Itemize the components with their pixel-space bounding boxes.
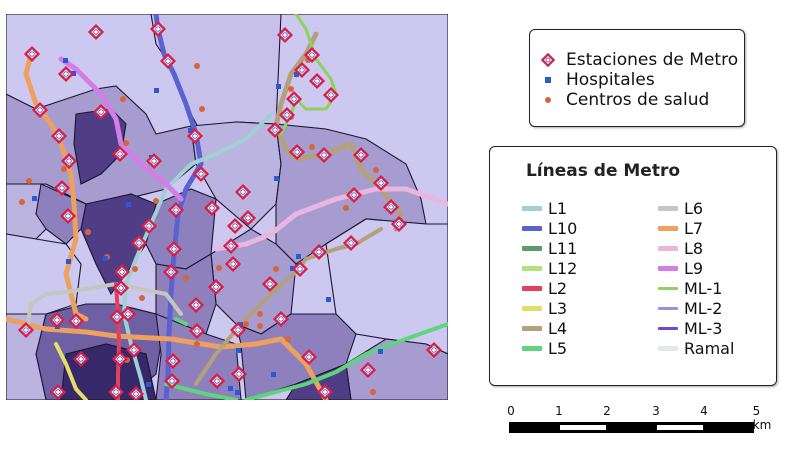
line-l3 bbox=[54, 342, 88, 400]
scale-label-0: 0 bbox=[507, 404, 515, 418]
legend-item-l9: L9 bbox=[658, 258, 703, 278]
line-swatch-icon bbox=[658, 205, 678, 211]
scale-label-3: 3 bbox=[652, 404, 660, 418]
scale-segment bbox=[560, 425, 606, 430]
scale-label-2: 2 bbox=[603, 404, 611, 418]
line-swatch-icon bbox=[658, 326, 678, 330]
legend-title: Líneas de Metro bbox=[525, 161, 681, 181]
line-swatch-icon bbox=[658, 286, 678, 290]
metro-map[interactable] bbox=[6, 14, 448, 400]
legend-label: Hospitales bbox=[566, 70, 655, 90]
points-legend: Estaciones de Metro Hospitales Centros d… bbox=[529, 29, 745, 127]
scale-bar: 0 1 2 3 4 5 km bbox=[507, 404, 772, 438]
legend-label: L11 bbox=[548, 238, 578, 258]
legend-label: L4 bbox=[548, 318, 568, 338]
legend-label: Estaciones de Metro bbox=[566, 50, 739, 70]
legend-item-ml2: ML-2 bbox=[658, 298, 722, 318]
line-swatch-icon bbox=[522, 325, 542, 331]
line-l6 bbox=[24, 282, 183, 336]
legend-item-l10: L10 bbox=[522, 218, 577, 238]
legend-item-l3: L3 bbox=[522, 298, 567, 318]
legend-label: ML-3 bbox=[684, 318, 723, 338]
line-swatch-icon bbox=[522, 345, 542, 351]
line-l8 bbox=[213, 186, 448, 252]
line-l7 bbox=[23, 51, 89, 322]
scale-label-1: 1 bbox=[555, 404, 563, 418]
legend-label: L3 bbox=[548, 298, 568, 318]
legend-label: L1 bbox=[548, 198, 568, 218]
legend-label: Centros de salud bbox=[566, 90, 710, 110]
line-swatch-icon bbox=[658, 225, 678, 231]
line-l5 bbox=[164, 317, 448, 400]
legend-label: L9 bbox=[684, 258, 704, 278]
scale-segment bbox=[657, 425, 703, 430]
legend-item-stations: Estaciones de Metro bbox=[540, 50, 738, 70]
line-swatch-icon bbox=[522, 245, 542, 251]
health-center-dot-icon bbox=[540, 92, 556, 108]
legend-item-ramal: Ramal bbox=[658, 338, 734, 358]
legend-label: L6 bbox=[684, 198, 704, 218]
legend-item-l1: L1 bbox=[522, 198, 567, 218]
line-swatch-icon bbox=[522, 285, 542, 291]
legend-item-l8: L8 bbox=[658, 238, 703, 258]
line-swatch-icon bbox=[658, 265, 678, 271]
legend-item-ml3: ML-3 bbox=[658, 318, 722, 338]
legend-label: ML-2 bbox=[684, 298, 723, 318]
line-swatch-icon bbox=[658, 306, 678, 310]
legend-item-l7: L7 bbox=[658, 218, 703, 238]
scale-label-5: 5 km bbox=[752, 404, 772, 432]
legend-item-health-centers: Centros de salud bbox=[540, 90, 709, 110]
legend-item-l5: L5 bbox=[522, 338, 567, 358]
legend-label: ML-1 bbox=[684, 278, 723, 298]
line-swatch-icon bbox=[658, 245, 678, 251]
scale-label-4: 4 bbox=[700, 404, 708, 418]
legend-label: L5 bbox=[548, 338, 568, 358]
legend-label: L7 bbox=[684, 218, 704, 238]
line-l2 bbox=[114, 282, 121, 400]
legend-label: L10 bbox=[548, 218, 578, 238]
line-l9 bbox=[58, 56, 184, 202]
legend-item-l6: L6 bbox=[658, 198, 703, 218]
hospital-square-icon bbox=[540, 72, 556, 88]
legend-item-l2: L2 bbox=[522, 278, 567, 298]
line-swatch-icon bbox=[522, 265, 542, 271]
legend-label: L12 bbox=[548, 258, 578, 278]
line-swatch-icon bbox=[522, 305, 542, 311]
legend-item-l12: L12 bbox=[522, 258, 577, 278]
legend-label: Ramal bbox=[684, 338, 735, 358]
line-swatch-icon bbox=[522, 205, 542, 211]
line-swatch-icon bbox=[658, 345, 678, 351]
map-canvas bbox=[6, 14, 448, 400]
legend-item-l11: L11 bbox=[522, 238, 577, 258]
metro-lines-legend: Líneas de Metro L1 L10 L11 L12 L2 L3 L4 … bbox=[489, 146, 777, 386]
scale-bar-graphic bbox=[509, 422, 754, 433]
legend-item-hospitals: Hospitales bbox=[540, 70, 655, 90]
legend-label: L2 bbox=[548, 278, 568, 298]
legend-item-ml1: ML-1 bbox=[658, 278, 722, 298]
legend-item-l4: L4 bbox=[522, 318, 567, 338]
metro-station-icon bbox=[540, 52, 556, 68]
line-swatch-icon bbox=[522, 225, 542, 231]
legend-label: L8 bbox=[684, 238, 704, 258]
